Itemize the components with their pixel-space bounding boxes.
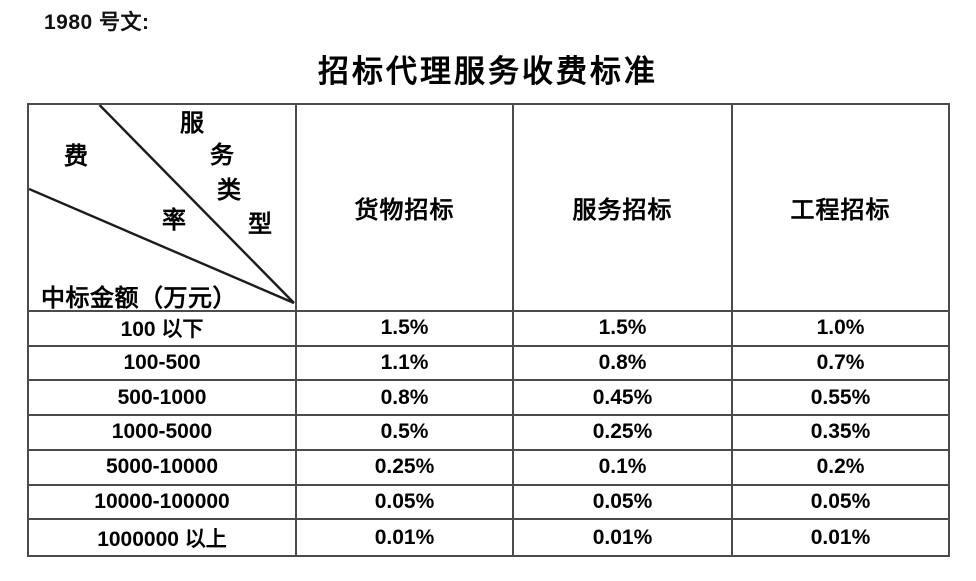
fee-value: 1.5%: [297, 312, 514, 347]
column-header-engineering: 工程招标: [733, 105, 948, 312]
diagonal-line-lower: [29, 187, 295, 305]
doc-number-label: 1980 号文:: [44, 11, 150, 34]
fee-value: 0.8%: [514, 346, 733, 382]
diagonal-lines: [29, 105, 295, 305]
row-label: 100-500: [29, 346, 297, 382]
fee-value: 0.05%: [514, 485, 733, 521]
corner-service-type-char: 务: [210, 143, 234, 169]
fee-value: 0.01%: [810, 525, 871, 549]
diagonal-header-cell: 服 务 类 型 费 率 中标金额（万元）: [29, 105, 297, 312]
corner-rate-char: 率: [162, 208, 186, 234]
fee-value: 1.0%: [733, 312, 948, 347]
corner-service-type-char: 服: [180, 111, 204, 137]
fee-value: 0.2%: [733, 451, 948, 486]
corner-service-type-char: 类: [217, 178, 241, 204]
fee-value: 0.35%: [733, 416, 948, 451]
fee-value: 0.1%: [514, 450, 733, 486]
row-label: 500-1000: [29, 381, 297, 417]
fee-value: 0.55%: [733, 381, 948, 417]
corner-rate-char: 费: [64, 144, 88, 170]
row-label: 5000-10000: [29, 450, 297, 486]
column-header-goods: 货物招标: [297, 105, 514, 312]
fee-value: 1.1%: [297, 346, 514, 382]
fee-standard-table: 服 务 类 型 费 率 中标金额（万元） 货物招标 服务招标 工程招标 100 …: [27, 103, 950, 557]
fee-value: 0.05%: [297, 485, 514, 521]
fee-value: 0.25%: [514, 416, 733, 451]
fee-value: 0.8%: [297, 381, 514, 417]
row-label: 100 以下: [29, 312, 297, 347]
row-label: 1000000 以上: [29, 520, 297, 555]
corner-service-type-char: 型: [248, 212, 272, 238]
row-label: 1000-5000: [29, 416, 297, 451]
page-title: 招标代理服务收费标准: [318, 54, 658, 89]
diagonal-line-upper: [98, 105, 295, 304]
fee-value: 0.7%: [733, 347, 948, 382]
corner-amount-label: 中标金额（万元）: [41, 286, 237, 312]
fee-value: 0.01%: [297, 520, 514, 555]
fee-value: 1.5%: [514, 312, 733, 347]
fee-value: 0.01%: [514, 520, 733, 555]
fee-value: 0.25%: [297, 450, 514, 486]
fee-value: 0.5%: [297, 416, 514, 451]
column-header-services: 服务招标: [514, 105, 733, 312]
row-label: 10000-100000: [29, 485, 297, 521]
fee-value: 0.45%: [514, 381, 733, 417]
fee-value: 0.05%: [733, 486, 948, 521]
